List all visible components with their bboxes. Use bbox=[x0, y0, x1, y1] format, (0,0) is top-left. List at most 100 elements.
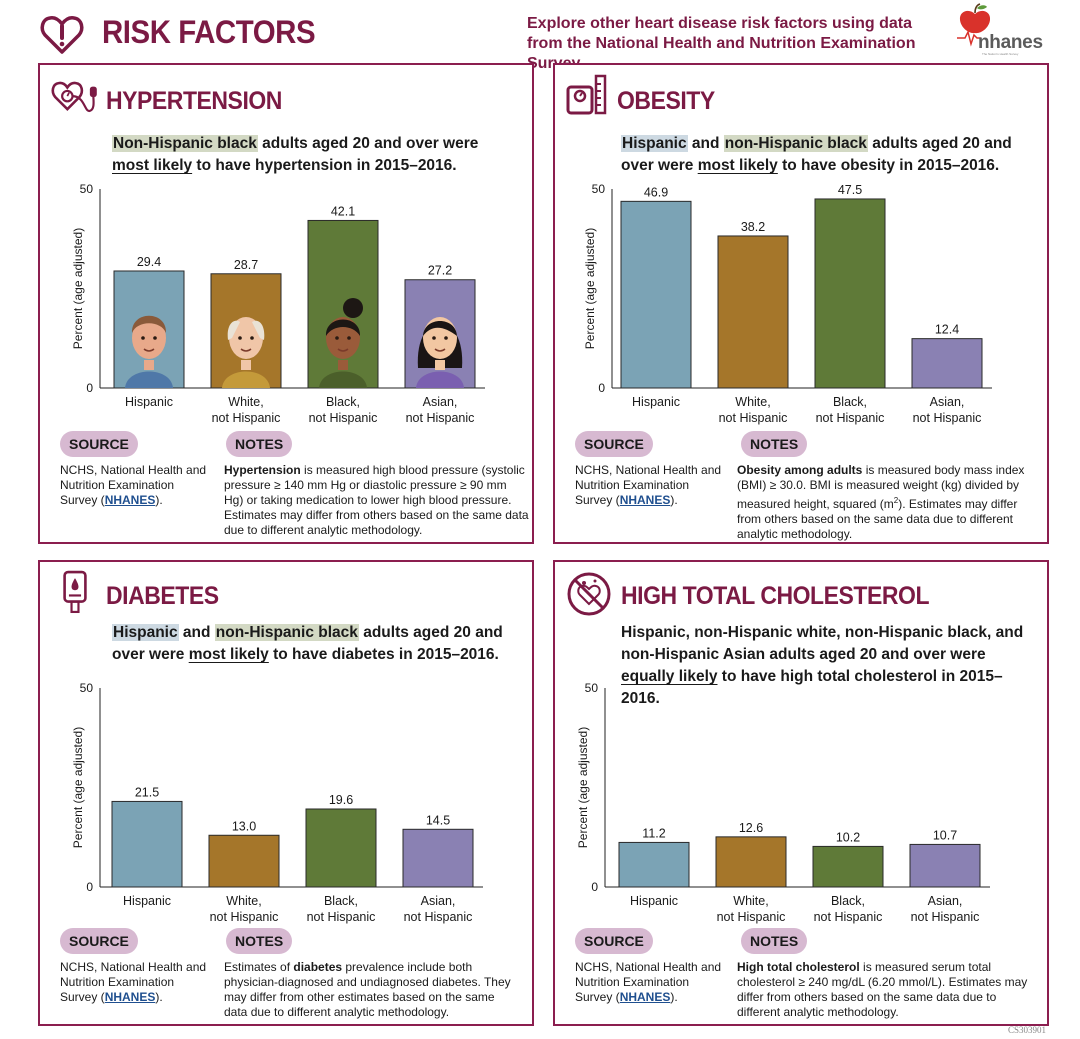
data-label: 13.0 bbox=[232, 819, 256, 833]
eye-shape bbox=[335, 336, 339, 340]
highlight-group: non-Hispanic black bbox=[214, 624, 359, 641]
nhanes-link[interactable]: NHANES bbox=[104, 493, 156, 507]
logo-text: nhanes bbox=[978, 32, 1043, 53]
bar bbox=[618, 841, 690, 888]
panel-description: Non-Hispanic black adults aged 20 and ov… bbox=[112, 133, 512, 177]
bar bbox=[812, 845, 884, 888]
source-text: NCHS, National Health and Nutrition Exam… bbox=[575, 463, 722, 507]
mouth-shape bbox=[240, 348, 252, 352]
source-label: SOURCE bbox=[60, 431, 138, 457]
logo-subtext: The Nation's Health Survey bbox=[982, 52, 1019, 56]
data-label: 12.4 bbox=[935, 323, 959, 337]
category-label: Asian, not Hispanic bbox=[911, 894, 980, 924]
shirt-shape bbox=[125, 371, 173, 388]
bar bbox=[620, 200, 692, 389]
nhanes-link[interactable]: NHANES bbox=[104, 990, 156, 1004]
data-label: 10.2 bbox=[836, 830, 860, 844]
bar bbox=[911, 338, 983, 389]
desc-emphasis: most likely bbox=[112, 157, 193, 174]
bar bbox=[814, 198, 886, 389]
notes-text: Estimates of diabetes prevalence include… bbox=[224, 960, 511, 1019]
hair-bun-shape bbox=[343, 298, 363, 318]
y-axis-label: Percent (age adjusted) bbox=[71, 727, 85, 848]
face-shape bbox=[229, 317, 263, 359]
y-tick-label: 0 bbox=[86, 381, 93, 395]
category-label: Asian, not Hispanic bbox=[406, 395, 475, 425]
notes-label: NOTES bbox=[226, 431, 293, 457]
heart-stethoscope-icon bbox=[51, 81, 97, 112]
heart-alert-icon bbox=[40, 16, 84, 54]
highlight-group: Non-Hispanic black bbox=[112, 135, 258, 152]
source-label: SOURCE bbox=[60, 928, 138, 954]
category-label: White, not Hispanic bbox=[210, 894, 279, 924]
category-label: White, not Hispanic bbox=[212, 395, 281, 425]
hair-shape bbox=[131, 315, 167, 333]
person-illustration-icon bbox=[416, 317, 464, 388]
panel-title: HIGH TOTAL CHOLESTEROL bbox=[621, 582, 930, 610]
bar bbox=[402, 828, 474, 888]
desc-text: to have diabetes in 2015–2016. bbox=[268, 646, 499, 663]
category-label: Black, not Hispanic bbox=[307, 894, 376, 924]
panel-diabetes: DIABETES Hispanic and non-Hispanic black… bbox=[38, 560, 534, 1026]
data-label: 10.7 bbox=[933, 828, 957, 842]
data-label: 19.6 bbox=[329, 793, 353, 807]
data-label: 12.6 bbox=[739, 821, 763, 835]
desc-emphasis: equally likely bbox=[621, 668, 718, 685]
desc-text: adults aged 20 and over were bbox=[112, 624, 503, 663]
cholesterol-bar-chart: 0 50 Percent (age adjusted) 11.2 Hispanic 12.… bbox=[576, 681, 990, 924]
y-axis-label: Percent (age adjusted) bbox=[576, 727, 590, 848]
category-label: Hispanic bbox=[125, 395, 173, 409]
nhanes-link[interactable]: NHANES bbox=[619, 990, 671, 1004]
bar bbox=[208, 834, 280, 888]
bar bbox=[909, 843, 981, 888]
source-text: NCHS, National Health and Nutrition Exam… bbox=[575, 960, 722, 1004]
panel-description: Hispanic, non-Hispanic white, non-Hispan… bbox=[621, 622, 1041, 710]
notes-text: Hypertension is measured high blood pres… bbox=[224, 463, 529, 537]
notes-label: NOTES bbox=[741, 431, 808, 457]
category-label: White, not Hispanic bbox=[717, 894, 786, 924]
panel-title: HYPERTENSION bbox=[106, 87, 282, 115]
y-tick-label: 50 bbox=[592, 182, 606, 196]
y-tick-label: 50 bbox=[80, 681, 94, 695]
nhanes-link[interactable]: NHANES bbox=[619, 493, 671, 507]
person-illustration-icon bbox=[222, 317, 270, 388]
y-tick-label: 0 bbox=[598, 381, 605, 395]
category-label: Asian, not Hispanic bbox=[913, 395, 982, 425]
hair-shape bbox=[325, 319, 361, 336]
neck-shape bbox=[338, 360, 348, 370]
data-label: 28.7 bbox=[234, 258, 258, 272]
source-label: SOURCE bbox=[575, 928, 653, 954]
neck-shape bbox=[435, 360, 445, 370]
diabetes-bar-chart: 0 50 Percent (age adjusted) 21.5 Hispanic 13.… bbox=[71, 681, 483, 924]
neck-shape bbox=[144, 360, 154, 370]
highlight-group: non-Hispanic black bbox=[723, 135, 868, 152]
eye-shape bbox=[347, 336, 351, 340]
y-tick-label: 50 bbox=[80, 182, 94, 196]
category-label: Hispanic bbox=[632, 395, 680, 409]
mouth-shape bbox=[143, 348, 155, 352]
category-label: Hispanic bbox=[630, 894, 678, 908]
bar bbox=[717, 235, 789, 389]
scale-icon bbox=[566, 74, 607, 115]
panel-title: DIABETES bbox=[106, 582, 219, 610]
category-label: Black, not Hispanic bbox=[814, 894, 883, 924]
shirt-shape bbox=[319, 371, 367, 388]
hypertension-bar-chart: 0 50 Percent (age adjusted) 29.4 Hispanic 28.… bbox=[71, 182, 485, 425]
desc-text: adults aged 20 and over were bbox=[257, 135, 479, 152]
eye-shape bbox=[238, 336, 242, 340]
data-label: 11.2 bbox=[642, 826, 665, 840]
neck-shape bbox=[241, 360, 251, 370]
eye-shape bbox=[250, 336, 254, 340]
glucose-meter-icon bbox=[63, 570, 87, 614]
data-label: 14.5 bbox=[426, 813, 450, 827]
nhanes-apple-logo-icon bbox=[957, 3, 991, 47]
page-title: RISK FACTORS bbox=[102, 14, 316, 50]
desc-emphasis: most likely bbox=[697, 157, 778, 174]
hair-shape bbox=[227, 320, 265, 340]
desc-text: and bbox=[687, 135, 724, 152]
category-label: Hispanic bbox=[123, 894, 171, 908]
data-label: 47.5 bbox=[838, 183, 862, 197]
panel-description: Hispanic and non-Hispanic black adults a… bbox=[621, 133, 1021, 177]
desc-text: to have high total cholesterol in 2015–2… bbox=[621, 668, 1003, 707]
desc-text: Hispanic, non-Hispanic white, non-Hispan… bbox=[621, 624, 1024, 663]
